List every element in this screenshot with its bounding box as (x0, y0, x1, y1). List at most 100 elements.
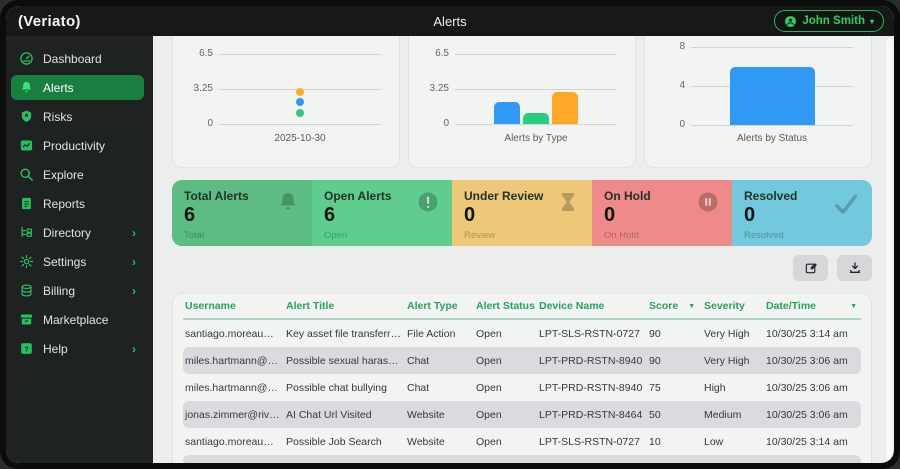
y-tick-label: 4 (679, 80, 685, 91)
sidebar-item-directory[interactable]: Directory › (11, 220, 144, 245)
sidebar-item-reports[interactable]: Reports (11, 191, 144, 216)
cell-alert-type: Chat (407, 354, 430, 367)
coins-icon (21, 284, 32, 297)
cell-alert-status: Open (476, 354, 502, 367)
filter-caret-icon[interactable]: ▼ (850, 302, 857, 310)
user-menu-button[interactable]: John Smith ▾ (774, 10, 884, 32)
bar-group (691, 66, 853, 125)
main: Dashboard Alerts Risks Productivity Expl… (6, 36, 894, 463)
y-tick-label: 3.25 (193, 83, 213, 94)
table-row[interactable]: miles.hartmann@riverst… Possible chat bu… (183, 374, 861, 401)
bar-blue (494, 102, 520, 124)
hourglass-icon (556, 190, 580, 219)
sidebar-item-label: Directory (43, 225, 92, 240)
sidebar-item-productivity[interactable]: Productivity (11, 133, 144, 158)
cell-device-name: LPT-PRD-RSTN-8940 (539, 354, 643, 367)
download-button[interactable] (837, 255, 872, 281)
stat-title: Open Alerts (324, 189, 392, 203)
cell-score: 90 (649, 354, 661, 367)
column-header-alert-status[interactable]: Alert Status (476, 300, 535, 312)
stat-subtitle: On Hold (604, 230, 639, 241)
cell-alert-title: Possible chat bullying (286, 381, 387, 394)
cell-score: 75 (649, 381, 661, 394)
sidebar-item-settings[interactable]: Settings › (11, 249, 144, 274)
sidebar-item-label: Marketplace (43, 312, 109, 327)
cell-device-name: LPT-SLS-RSTN-0727 (539, 327, 640, 340)
column-header-alert-title[interactable]: Alert Title (286, 300, 335, 312)
table-row[interactable]: santiago.moreau@rivers… Key asset file t… (183, 320, 861, 347)
table-row[interactable]: santiago.moreau@rivers… Possible Job Sea… (183, 428, 861, 455)
stat-value: 6 (324, 204, 336, 226)
directory-icon (21, 226, 33, 237)
cell-alert-type: Website (407, 408, 445, 421)
chart-x-label: Alerts by Type (504, 133, 568, 144)
app: (Veriato) Alerts John Smith ▾ Dashboard … (6, 6, 894, 463)
sidebar-item-label: Reports (43, 196, 86, 211)
cell-datetime: 10/30/25 3:06 am (766, 354, 848, 367)
cell-datetime: 10/30/25 3:06 am (766, 408, 848, 421)
data-point-green (296, 109, 304, 118)
page-title: Alerts (433, 13, 467, 29)
bar-orange (552, 91, 578, 124)
cell-score: 90 (649, 327, 661, 340)
bar-group (455, 91, 617, 124)
bar-plot: 0 4 8 (679, 41, 853, 130)
productivity-icon (20, 140, 33, 151)
column-header-datetime[interactable]: Date/Time ▼ (766, 300, 857, 312)
sidebar-item-risks[interactable]: Risks (11, 104, 144, 129)
gridline (219, 124, 381, 125)
cell-datetime: 10/30/25 3:14 am (766, 435, 848, 448)
column-header-severity[interactable]: Severity (704, 300, 745, 312)
stat-title: On Hold (604, 189, 651, 203)
table-row[interactable]: miles.hartmann@riverst… Possible sexual … (183, 347, 861, 374)
stat-subtitle: Resolved (744, 230, 784, 241)
sidebar-item-dashboard[interactable]: Dashboard (11, 46, 144, 71)
sidebar-item-alerts[interactable]: Alerts (11, 75, 144, 100)
cell-severity: Very High (704, 327, 750, 340)
cell-alert-title: Possible Job Search (286, 435, 382, 448)
y-tick-label: 0 (207, 118, 213, 129)
column-header-alert-type[interactable]: Alert Type (407, 300, 458, 312)
chevron-right-icon: › (132, 225, 136, 240)
sidebar-item-label: Billing (43, 283, 76, 298)
edit-button[interactable] (793, 255, 828, 281)
sidebar-item-help[interactable]: ? Help › (11, 336, 144, 361)
pause-circle-icon (696, 190, 720, 219)
stat-card-on-hold: On Hold 0 On Hold (592, 180, 732, 246)
cell-severity: Low (704, 435, 724, 448)
search-icon (20, 168, 33, 181)
vertical-scrollbar[interactable] (886, 38, 893, 461)
sidebar-item-explore[interactable]: Explore (11, 162, 144, 187)
data-point-blue (296, 98, 304, 107)
stat-title: Under Review (464, 189, 544, 203)
cell-alert-title: AI Chat Url Visited (286, 408, 372, 421)
stat-value: 6 (184, 204, 196, 226)
cell-alert-type: File Action (407, 327, 456, 340)
user-name: John Smith (802, 15, 865, 27)
table-header-row: Username Alert Title Alert Type Alert St… (183, 294, 861, 320)
cell-alert-type: Chat (407, 381, 430, 394)
gridline (455, 89, 617, 90)
column-header-score[interactable]: Score ▼ (649, 300, 696, 312)
gauge-icon (20, 52, 33, 65)
bell-icon (21, 81, 32, 93)
sidebar-item-label: Help (43, 341, 68, 356)
cell-device-name: LPT-PRD-RSTN-8940 (539, 381, 643, 394)
table-row[interactable]: jonas.zimmer@riverston… AI Chat Url Visi… (183, 401, 861, 428)
gridline (691, 47, 853, 48)
alerts-table: Username Alert Title Alert Type Alert St… (172, 293, 872, 463)
sidebar-item-billing[interactable]: Billing › (11, 278, 144, 303)
column-header-username[interactable]: Username (185, 300, 236, 312)
column-header-device-name[interactable]: Device Name (539, 300, 605, 312)
stat-title: Total Alerts (184, 189, 249, 203)
cell-alert-title: Key asset file transferred… (286, 327, 407, 340)
chart-card-alerts-by-type: 0 3.25 6.5 Alerts by Type (408, 36, 636, 168)
sort-caret-icon[interactable]: ▼ (688, 302, 696, 310)
sidebar: Dashboard Alerts Risks Productivity Expl… (6, 36, 153, 463)
sidebar-item-marketplace[interactable]: Marketplace (11, 307, 144, 332)
table-row-partial[interactable] (183, 455, 861, 463)
y-tick-label: 6.5 (199, 48, 213, 59)
stat-card-total-alerts: Total Alerts 6 Total (172, 180, 312, 246)
cell-username: santiago.moreau@rivers… (185, 327, 286, 340)
